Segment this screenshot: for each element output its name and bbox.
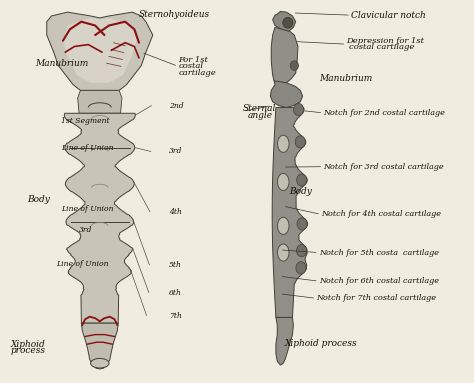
Ellipse shape bbox=[91, 358, 109, 368]
Polygon shape bbox=[64, 113, 135, 323]
Text: Sternal: Sternal bbox=[243, 104, 276, 113]
Polygon shape bbox=[273, 11, 296, 31]
Ellipse shape bbox=[277, 173, 289, 191]
Ellipse shape bbox=[290, 61, 299, 70]
Polygon shape bbox=[78, 90, 122, 113]
Ellipse shape bbox=[295, 136, 305, 148]
Ellipse shape bbox=[277, 217, 289, 234]
Text: 7th: 7th bbox=[169, 311, 182, 319]
Text: 3rd: 3rd bbox=[79, 226, 92, 234]
Text: 1st Segment: 1st Segment bbox=[61, 117, 109, 125]
Text: For 1st: For 1st bbox=[178, 56, 208, 64]
Text: costal cartilage: costal cartilage bbox=[349, 43, 414, 51]
Text: Notch for 4th costal cartilage: Notch for 4th costal cartilage bbox=[321, 210, 441, 218]
Ellipse shape bbox=[283, 18, 293, 28]
Text: Body: Body bbox=[289, 187, 312, 196]
Ellipse shape bbox=[296, 262, 306, 274]
Text: Manubrium: Manubrium bbox=[319, 74, 372, 83]
Text: angle: angle bbox=[247, 111, 273, 119]
Text: Line of Union: Line of Union bbox=[61, 144, 113, 152]
Ellipse shape bbox=[297, 174, 307, 186]
Text: 3rd: 3rd bbox=[169, 147, 182, 155]
Polygon shape bbox=[47, 12, 153, 90]
Text: 5th: 5th bbox=[169, 261, 182, 269]
Text: costal: costal bbox=[178, 62, 203, 70]
Text: cartilage: cartilage bbox=[178, 69, 216, 77]
Text: 6th: 6th bbox=[169, 289, 182, 296]
Polygon shape bbox=[276, 318, 293, 365]
Text: Depression for 1st: Depression for 1st bbox=[346, 37, 424, 45]
Text: Xiphoid process: Xiphoid process bbox=[284, 339, 357, 348]
Text: Manubrium: Manubrium bbox=[35, 59, 89, 68]
Polygon shape bbox=[271, 28, 298, 85]
Text: Clavicular notch: Clavicular notch bbox=[351, 11, 426, 20]
Text: Line of Union: Line of Union bbox=[61, 205, 113, 213]
Polygon shape bbox=[272, 108, 308, 318]
Text: Line of Union: Line of Union bbox=[56, 260, 109, 268]
Ellipse shape bbox=[277, 135, 289, 152]
Polygon shape bbox=[63, 18, 137, 83]
Text: Sternohyoideus: Sternohyoideus bbox=[139, 10, 210, 18]
Polygon shape bbox=[270, 81, 302, 108]
Text: Notch for 6th costal cartilage: Notch for 6th costal cartilage bbox=[319, 277, 439, 285]
Text: 2nd: 2nd bbox=[169, 101, 183, 110]
Text: Notch for 7th costal cartilage: Notch for 7th costal cartilage bbox=[317, 295, 437, 302]
Text: Notch for 2nd costal cartilage: Notch for 2nd costal cartilage bbox=[323, 109, 445, 117]
Ellipse shape bbox=[293, 103, 304, 116]
Text: 4th: 4th bbox=[169, 208, 182, 216]
Ellipse shape bbox=[297, 244, 307, 257]
Text: process: process bbox=[11, 346, 46, 355]
Text: Notch for 5th costa  cartilage: Notch for 5th costa cartilage bbox=[319, 249, 439, 257]
Text: Notch for 3rd costal cartilage: Notch for 3rd costal cartilage bbox=[323, 163, 444, 171]
Ellipse shape bbox=[297, 218, 307, 230]
Polygon shape bbox=[82, 323, 118, 369]
Ellipse shape bbox=[277, 244, 289, 261]
Text: Xiphoid: Xiphoid bbox=[11, 340, 46, 349]
Text: Body: Body bbox=[27, 195, 50, 204]
